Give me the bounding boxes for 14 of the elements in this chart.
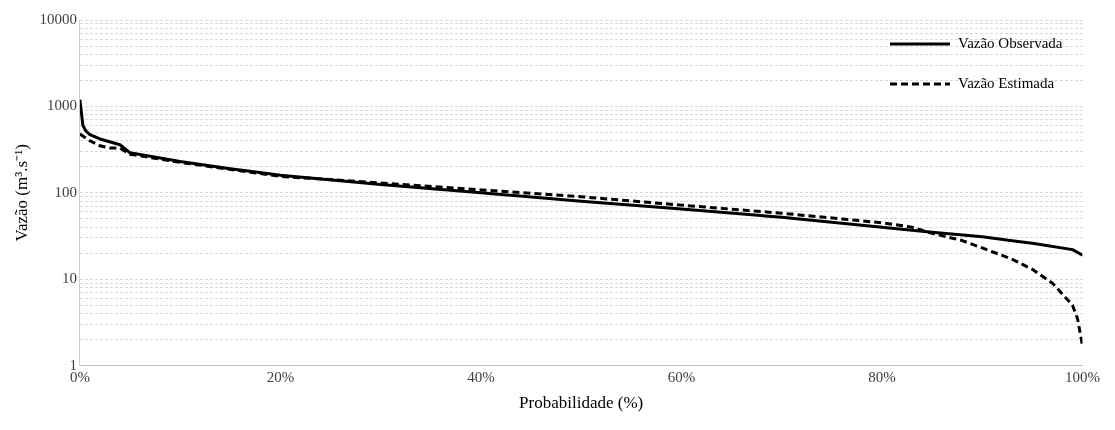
y-tick-label: 1000	[46, 97, 77, 114]
x-tick-label: 20%	[266, 368, 295, 385]
x-tick-label: 100%	[1065, 368, 1100, 385]
x-tick-label: 40%	[467, 368, 495, 385]
x-tick-label: 80%	[868, 368, 896, 385]
x-axis-title: Probabilidade (%)	[519, 393, 644, 413]
y-tick-label: 100	[54, 183, 77, 200]
y-tick-label: 1	[69, 356, 77, 373]
x-tick-label: 60%	[667, 368, 696, 385]
legend-label: Vazão Estimada	[957, 74, 1055, 91]
y-tick-label: 10	[61, 270, 77, 287]
legend-label: Vazão Observada	[957, 34, 1063, 51]
y-tick-label: 10000	[39, 10, 77, 27]
y-axis-title: Vazão (m³.s⁻¹)	[11, 144, 31, 242]
